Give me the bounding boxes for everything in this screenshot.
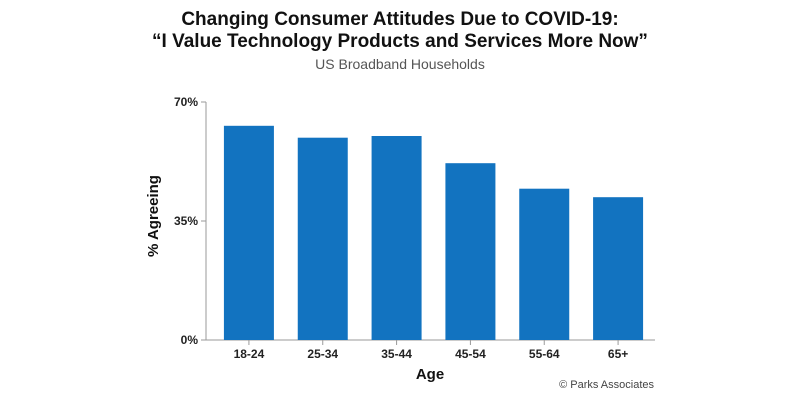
bar-25-34 (297, 137, 348, 340)
bar-65+ (593, 197, 644, 340)
chart-title-line-2: “I Value Technology Products and Service… (152, 31, 648, 52)
y-tick-label: 70% (174, 95, 198, 109)
y-tick-label: 35% (174, 214, 198, 228)
y-axis-label: % Agreeing (145, 175, 162, 257)
x-tick-label: 65+ (608, 347, 628, 361)
chart-title-line-1: Changing Consumer Attitudes Due to COVID… (181, 9, 619, 30)
y-tick-label: 0% (181, 333, 199, 347)
x-tick-label: 45-54 (455, 347, 486, 361)
x-tick-label: 18-24 (234, 347, 265, 361)
chart-subtitle: US Broadband Households (315, 56, 485, 72)
x-tick-label: 25-34 (307, 347, 338, 361)
x-tick-label: 55-64 (529, 347, 560, 361)
copyright-credit: © Parks Associates (559, 379, 654, 391)
bar-18-24 (223, 125, 274, 340)
bars (223, 125, 644, 340)
x-tick-label: 35-44 (381, 347, 412, 361)
x-ticks: 18-24 25-34 35-44 45-54 55-64 65+ (234, 340, 628, 361)
bar-45-54 (445, 163, 496, 340)
x-axis-label: Age (416, 366, 444, 383)
bar-55-64 (519, 188, 570, 340)
y-ticks: 0% 35% 70% (174, 95, 206, 347)
bar-35-44 (371, 136, 422, 340)
